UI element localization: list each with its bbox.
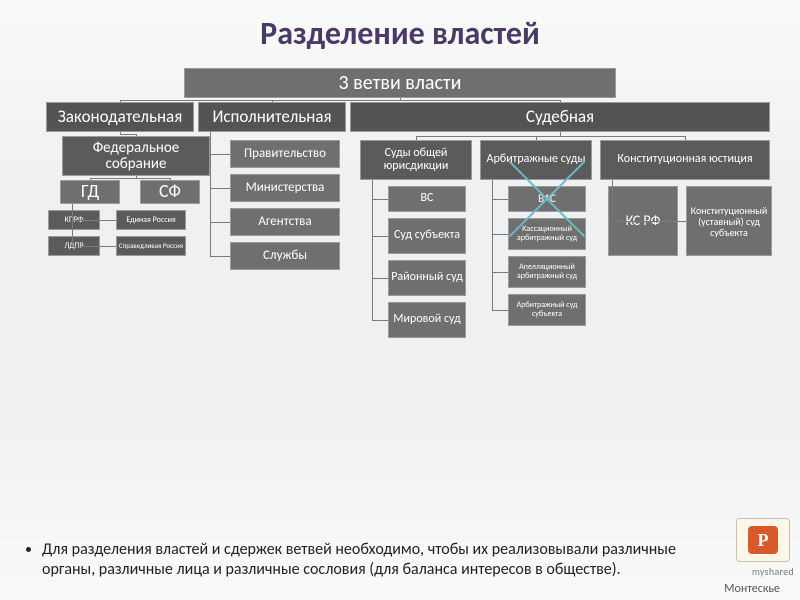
connector [492, 272, 508, 273]
powerpoint-icon [736, 518, 790, 562]
node-jud: Судебная [350, 102, 770, 132]
node-gd: ГД [60, 180, 120, 204]
node-app: Апелляционный арбитражный суд [508, 256, 586, 288]
node-sr: Справедливая Россия [116, 236, 186, 256]
connector [120, 100, 121, 102]
connector [210, 188, 230, 189]
caption-author: Монтескье [724, 582, 780, 596]
connector [492, 310, 508, 311]
node-vs: ВС [388, 186, 466, 212]
connector [492, 180, 493, 310]
connector [72, 204, 73, 246]
connector [372, 236, 388, 237]
bullet-item: Для разделения властей и сдержек ветвей … [42, 540, 690, 580]
connector [685, 136, 686, 140]
node-kon: Конституционная юстиция [600, 140, 770, 180]
connector [272, 100, 400, 101]
connector [612, 221, 686, 222]
connector [90, 178, 91, 180]
node-leg: Законодательная [46, 102, 194, 132]
node-gov: Правительство [230, 140, 340, 168]
connector [136, 134, 137, 136]
node-ag: Агентства [230, 208, 340, 236]
connector [372, 278, 388, 279]
node-asub: Арбитражный суд субъекта [508, 294, 586, 326]
connector [210, 132, 211, 256]
node-sf: СФ [140, 180, 200, 204]
connector [536, 136, 560, 137]
node-mir: Мировой суд [388, 302, 466, 338]
bullet-list: Для разделения властей и сдержек ветвей … [24, 540, 690, 580]
connector [136, 178, 170, 179]
node-ksub: Конституционный (уставный) суд субъекта [686, 186, 772, 256]
node-root: 3 ветви власти [184, 68, 616, 98]
connector [372, 180, 373, 320]
connector [560, 136, 685, 137]
node-srv: Службы [230, 242, 340, 270]
node-arb: Арбитражные суды [480, 140, 592, 180]
connector [612, 180, 613, 221]
node-fed: Федеральное собрание [62, 136, 210, 176]
node-ssub: Суд субъекта [388, 218, 466, 254]
connector [72, 220, 116, 221]
connector [72, 246, 116, 247]
node-min: Министерства [230, 174, 340, 202]
connector [170, 178, 171, 180]
connector [210, 256, 230, 257]
connector [90, 178, 136, 179]
connector [210, 222, 230, 223]
watermark-label: myshared [752, 565, 794, 578]
node-er: Единая Россия [116, 210, 186, 230]
connector [492, 234, 508, 235]
node-rayon: Районный суд [388, 260, 466, 296]
connector [210, 154, 230, 155]
org-chart: 3 ветви власти ЗаконодательнаяИсполнитель… [0, 0, 800, 600]
node-gen: Суды общей юрисдикции [360, 140, 472, 180]
connector [372, 320, 388, 321]
connector [416, 136, 417, 140]
connector [400, 100, 560, 101]
node-exec: Исполнительная [198, 102, 346, 132]
connector [492, 199, 508, 200]
node-kas: Кассационный арбитражный суд [508, 218, 586, 250]
connector [536, 136, 537, 140]
connector [120, 134, 136, 135]
connector [560, 100, 561, 102]
connector [372, 199, 388, 200]
connector [272, 100, 273, 102]
